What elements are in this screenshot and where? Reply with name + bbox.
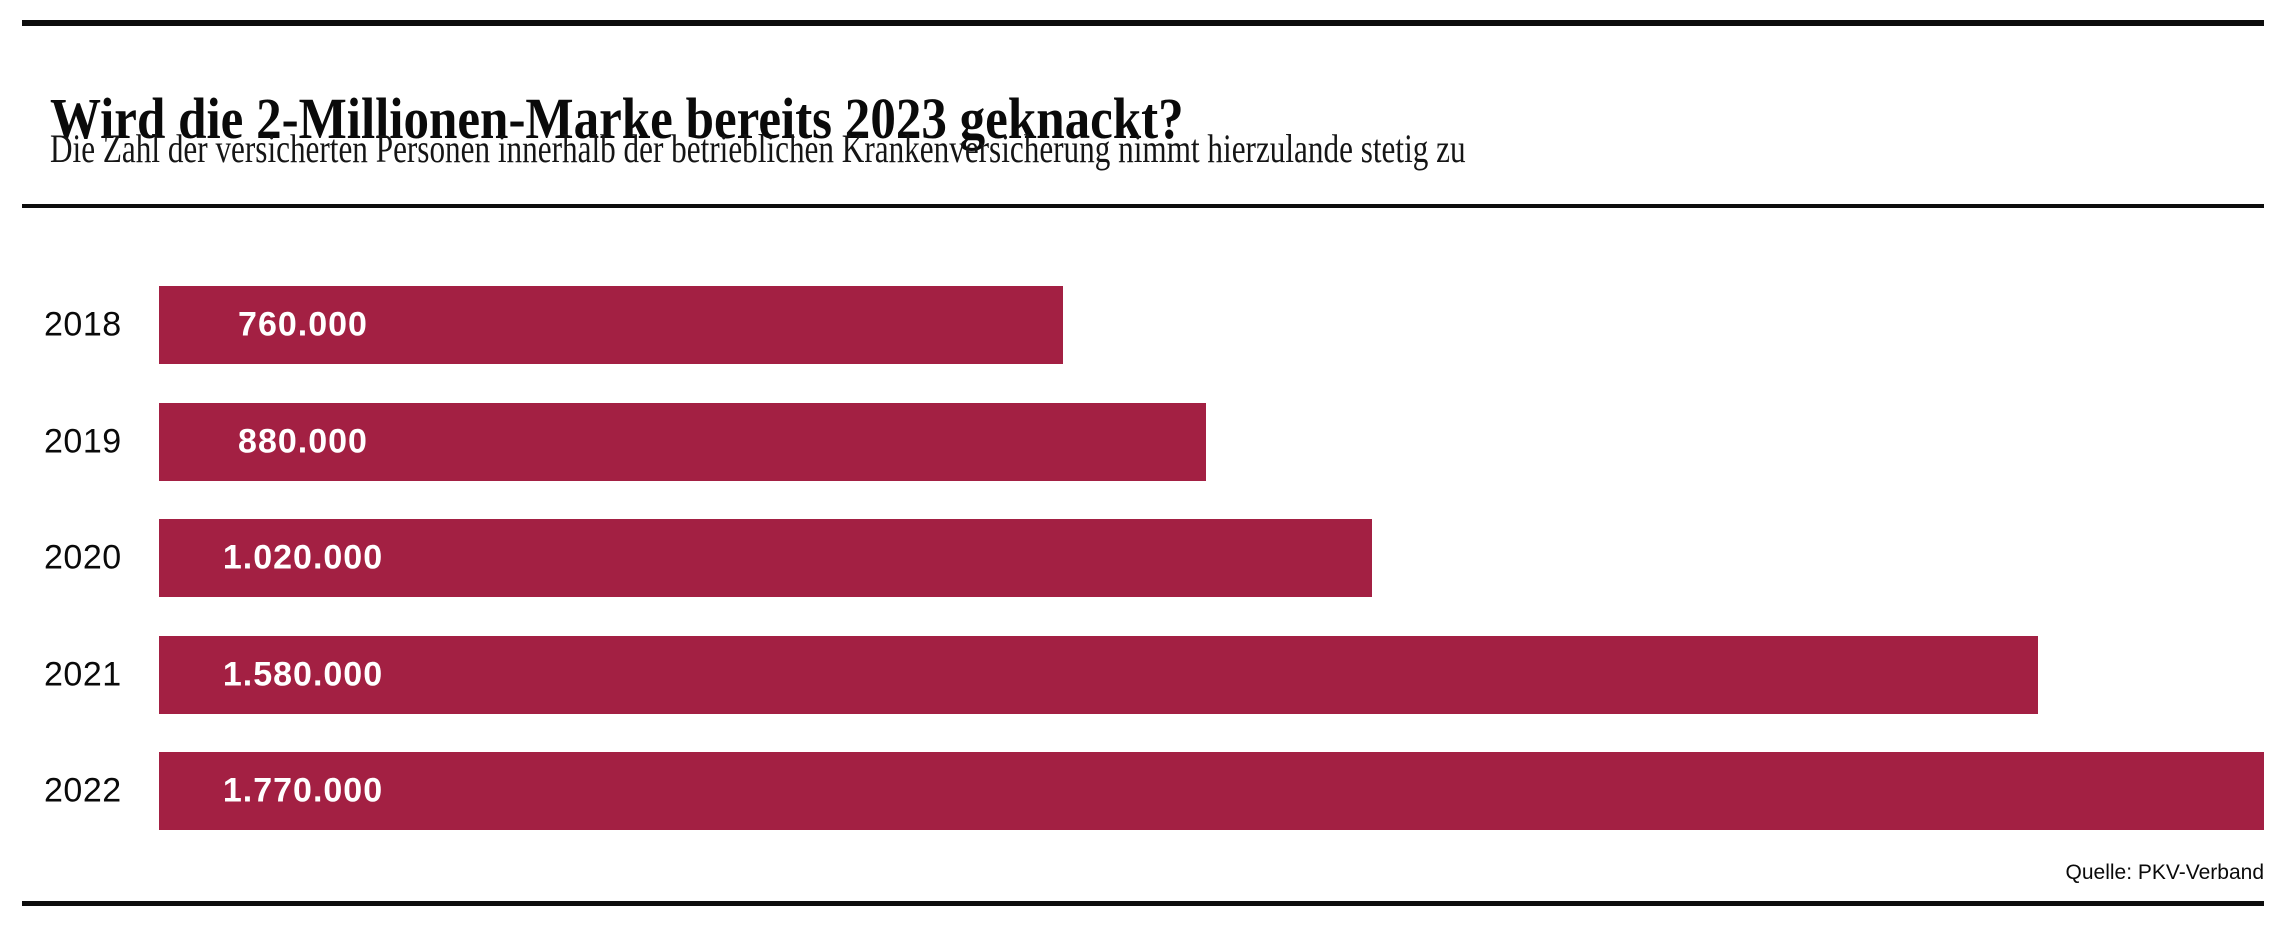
value-label: 1.580.000 — [222, 655, 384, 694]
bar: 880.000 — [159, 403, 1206, 481]
chart-subtitle: Die Zahl der versicherten Personen inner… — [50, 126, 1466, 171]
value-label: 880.000 — [238, 422, 368, 461]
bar-row: 2022 1.770.000 — [0, 752, 2290, 830]
top-rule — [22, 20, 2264, 26]
year-label: 2019 — [44, 422, 122, 461]
source-credit: Quelle: PKV-Verband — [2065, 861, 2264, 884]
bar-track: 1.020.000 — [159, 519, 2264, 597]
year-label: 2020 — [44, 538, 122, 577]
bar: 1.020.000 — [159, 519, 1373, 597]
bar-track: 1.770.000 — [159, 752, 2264, 830]
year-label: 2021 — [44, 655, 122, 694]
year-label: 2022 — [44, 771, 122, 810]
bar-chart: 2018 760.000 2019 880.000 2020 1.020.000 2021 1… — [0, 286, 2290, 834]
chart-title: Wird die 2-Millionen-Marke bereits 2023 … — [50, 85, 1184, 151]
bar-row: 2020 1.020.000 — [0, 519, 2290, 597]
bottom-rule — [22, 901, 2264, 906]
value-label: 1.020.000 — [222, 538, 384, 577]
bar-track: 1.580.000 — [159, 636, 2264, 714]
bar-track: 880.000 — [159, 403, 2264, 481]
bar-row: 2018 760.000 — [0, 286, 2290, 364]
year-label: 2018 — [44, 305, 122, 344]
bar-row: 2021 1.580.000 — [0, 636, 2290, 714]
bar: 1.770.000 — [159, 752, 2264, 830]
header-divider-rule — [22, 204, 2264, 208]
value-label: 1.770.000 — [222, 771, 384, 810]
bar-row: 2019 880.000 — [0, 403, 2290, 481]
bar: 1.580.000 — [159, 636, 2039, 714]
bar-track: 760.000 — [159, 286, 2264, 364]
value-label: 760.000 — [238, 305, 368, 344]
bar: 760.000 — [159, 286, 1063, 364]
